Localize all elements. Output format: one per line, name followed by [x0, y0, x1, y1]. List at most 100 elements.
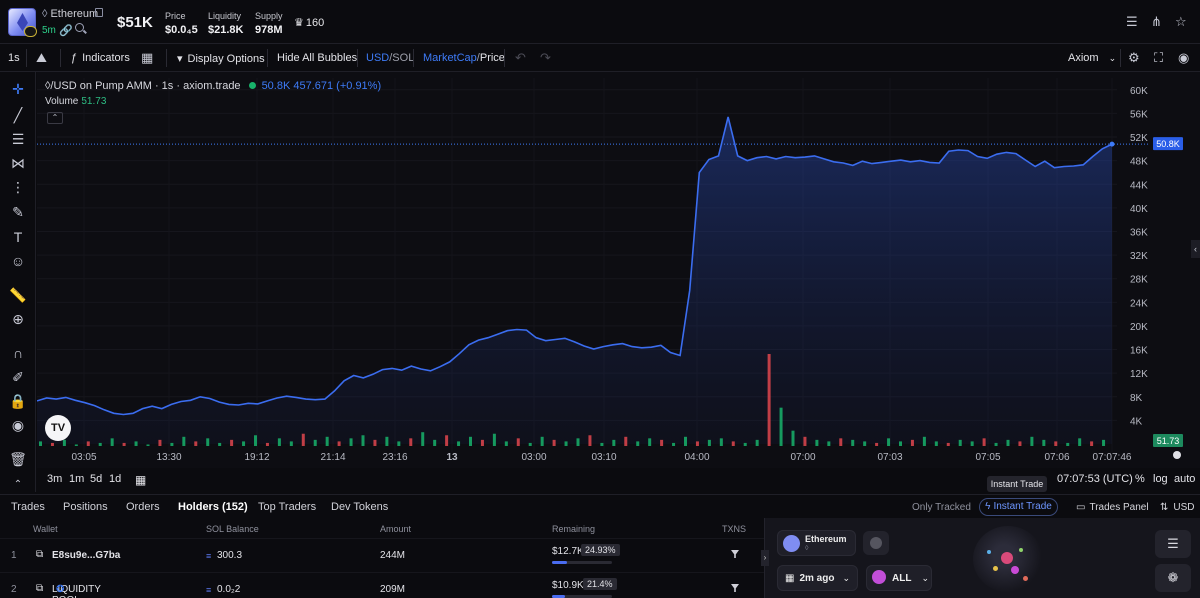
volume-bar: [970, 441, 974, 446]
crown-badge[interactable]: ♛ 160: [294, 17, 325, 29]
ruler-icon[interactable]: 📏: [9, 287, 27, 303]
only-tracked-toggle[interactable]: Only Tracked: [912, 502, 971, 513]
sol-balance: 0.0₂2: [217, 584, 241, 595]
scope-select[interactable]: ALL ⌄: [866, 565, 932, 591]
bubble-view-button[interactable]: ❁: [1155, 564, 1191, 592]
token-chip[interactable]: Ethereum ◊: [777, 530, 856, 556]
platform-select[interactable]: Axiom ⌄: [1068, 52, 1117, 64]
volume-bar: [636, 441, 640, 446]
display-options-button[interactable]: ▾ Display Options: [177, 53, 265, 65]
hide-bubbles-button[interactable]: Hide All Bubbles: [277, 52, 358, 64]
chevron-right-icon[interactable]: ›: [761, 550, 769, 566]
volume-bar: [827, 441, 831, 446]
log-toggle[interactable]: log: [1153, 473, 1168, 485]
filter-icon[interactable]: [731, 584, 739, 592]
token-header: ◊ Ethereum 5m 🔗 $51K Price $0.0₄5 Liquidit…: [0, 0, 1200, 44]
percent-toggle[interactable]: %: [1135, 473, 1145, 485]
volume-bar: [385, 436, 389, 446]
tab-positions[interactable]: Positions: [63, 501, 108, 513]
undo-icon[interactable]: ↶: [515, 50, 526, 65]
search-icon[interactable]: [75, 23, 84, 32]
wallet-address[interactable]: E8su9e...G7ba: [52, 550, 121, 561]
remaining-percent: 24.93%: [581, 544, 620, 556]
brush-icon[interactable]: ✎: [12, 204, 24, 220]
volume-bar: [194, 441, 198, 446]
table-row[interactable]: 2 ⧉ LIQUIDITY POOL✪ ≡ 0.0₂2 209M $10.9K …: [0, 572, 764, 598]
metric-toggle[interactable]: MarketCap/Price: [423, 52, 505, 64]
toolbar-divider: [166, 49, 167, 67]
link-icon[interactable]: 🔗: [59, 25, 73, 37]
bubble-map[interactable]: [973, 526, 1043, 592]
range-3m[interactable]: 3m: [47, 473, 63, 485]
volume-bar: [648, 438, 652, 446]
table-row[interactable]: 1 ⧉ E8su9e...G7ba ≡ 300.3 244M $12.7K 24…: [0, 538, 764, 568]
drawing-tools: ✛ ╱ ☰ ⋈ ⋮ ✎ T ☺ 📏 ⊕ ∩ ✐ 🔒 ◉ 🗑 ⌃: [0, 72, 36, 492]
emoji-icon[interactable]: ☺: [10, 253, 26, 269]
price-chart[interactable]: 4K 8K 12K 16K 20K 24K 28K 32K 36K 40K 44K 48K 52K 56K…: [37, 72, 1200, 490]
utc-clock[interactable]: 07:07:53 (UTC): [1057, 473, 1133, 485]
horizontal-lines-icon[interactable]: ☰: [11, 131, 25, 147]
star-icon[interactable]: ☆: [1175, 14, 1187, 29]
verify-button[interactable]: [863, 531, 889, 555]
collapse-legend-button[interactable]: ⌃: [47, 112, 63, 124]
volume-bar: [863, 441, 867, 446]
instant-trade-button[interactable]: ϟ Instant Trade: [979, 498, 1058, 516]
calendar-icon[interactable]: ▦: [135, 473, 147, 487]
lock-drawing-icon[interactable]: ✐: [12, 369, 24, 385]
fullscreen-icon[interactable]: ⛶: [1154, 50, 1164, 65]
external-link-icon[interactable]: ⧉: [36, 549, 44, 560]
tab-trades[interactable]: Trades: [11, 501, 45, 513]
time-filter-select[interactable]: ▦ 2m ago ⌄: [777, 565, 858, 591]
chevron-left-icon[interactable]: ‹: [1191, 240, 1200, 258]
range-5d[interactable]: 5d: [90, 473, 103, 485]
tab-top-traders[interactable]: Top Traders: [258, 501, 317, 513]
range-1m[interactable]: 1m: [69, 473, 85, 485]
share-icon[interactable]: ⋔: [1151, 14, 1162, 29]
tab-dev-tokens[interactable]: Dev Tokens: [331, 501, 389, 513]
crosshair-icon[interactable]: ✛: [12, 81, 24, 97]
tab-orders[interactable]: Orders: [126, 501, 160, 513]
redo-icon[interactable]: ↷: [540, 50, 551, 65]
trash-icon[interactable]: 🗑: [9, 451, 27, 467]
tab-holders[interactable]: Holders (152): [178, 501, 248, 513]
lock-icon[interactable]: 🔒: [9, 393, 27, 409]
price-line: [37, 116, 1113, 416]
range-1d[interactable]: 1d: [109, 473, 122, 485]
token-avatar[interactable]: [8, 8, 37, 37]
currency-toggle[interactable]: USD/SOL: [366, 52, 415, 64]
y-tick-label: 36K: [1130, 227, 1148, 238]
indicators-button[interactable]: ƒ Indicators: [71, 52, 130, 64]
pitchfork-icon[interactable]: ⋈: [11, 155, 25, 171]
x-tick-label: 23:16: [382, 452, 407, 463]
trades-panel-toggle[interactable]: ▭ Trades Panel: [1076, 502, 1149, 513]
zoom-in-icon[interactable]: ⊕: [12, 311, 24, 327]
volume-legend: Volume 51.73: [45, 96, 107, 107]
list-icon[interactable]: ☰: [1126, 14, 1138, 29]
fib-icon[interactable]: ⋮: [11, 179, 25, 195]
auto-toggle[interactable]: auto: [1174, 473, 1196, 485]
filter-icon[interactable]: [731, 550, 739, 558]
text-icon[interactable]: T: [13, 229, 23, 245]
external-link-icon[interactable]: ⧉: [36, 583, 44, 594]
token-chip-name: Ethereum: [805, 534, 847, 544]
layout-grid-icon[interactable]: ▦: [141, 50, 154, 65]
volume-bar: [409, 438, 413, 446]
currency-switch[interactable]: ⇅ USD: [1160, 502, 1195, 513]
volume-bar: [218, 442, 222, 446]
chart-canvas[interactable]: 4K 8K 12K 16K 20K 24K 28K 32K 36K 40K 44K 48K 52K 56K…: [37, 72, 1200, 490]
camera-icon[interactable]: ◉: [1178, 50, 1190, 65]
trend-line-icon[interactable]: ╱: [13, 107, 23, 123]
chevron-up-icon[interactable]: ⌃: [13, 479, 23, 490]
volume-bar: [779, 407, 783, 446]
volume-bar: [433, 439, 437, 446]
gear-icon[interactable]: ⚙: [1128, 50, 1140, 65]
list-view-button[interactable]: ☰: [1155, 530, 1191, 558]
candle-type-icon[interactable]: ⛰: [36, 50, 47, 65]
interval-select[interactable]: 1s: [8, 52, 20, 64]
tradingview-logo[interactable]: TV: [45, 415, 71, 441]
volume-bar: [170, 442, 174, 446]
eye-icon[interactable]: ◉: [11, 417, 25, 433]
volume-bar: [934, 441, 938, 446]
copy-icon[interactable]: [95, 8, 103, 17]
magnet-icon[interactable]: ∩: [12, 345, 24, 361]
